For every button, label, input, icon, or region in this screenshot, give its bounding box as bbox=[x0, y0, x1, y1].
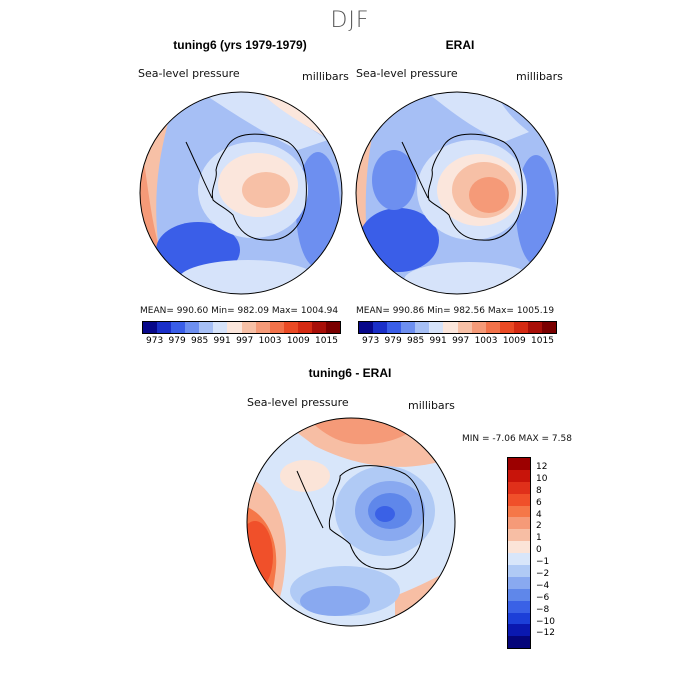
colorbar-tick-label: 1009 bbox=[286, 336, 310, 346]
colorbar-diff bbox=[507, 457, 531, 650]
colorbar-swatch bbox=[508, 529, 530, 542]
colorbar-tick-label: 1 bbox=[536, 533, 542, 544]
colorbar-swatch bbox=[508, 612, 530, 625]
colorbar-swatch bbox=[157, 322, 172, 333]
colorbar-swatch bbox=[213, 322, 228, 333]
stats-diff: MIN = -7.06 MAX = 7.58 bbox=[462, 434, 572, 444]
colorbar-swatch bbox=[508, 576, 530, 589]
colorbar-swatch bbox=[508, 553, 530, 566]
colorbar-tick-label: −4 bbox=[536, 580, 550, 591]
stats-model: MEAN= 990.60 Min= 982.09 Max= 1004.94 bbox=[140, 306, 339, 316]
colorbar-swatch bbox=[143, 322, 158, 333]
colorbar-swatch bbox=[508, 458, 530, 470]
colorbar-swatch bbox=[429, 322, 444, 333]
colorbar-tick-label: 985 bbox=[407, 336, 425, 346]
colorbar-swatch bbox=[457, 322, 472, 333]
colorbar-swatch bbox=[359, 322, 374, 333]
colorbar-swatch bbox=[311, 322, 327, 333]
colorbar-tick-label: 991 bbox=[213, 336, 231, 346]
colorbar-swatch bbox=[241, 322, 256, 333]
colorbar-tick-label: 991 bbox=[429, 336, 447, 346]
colorbar-swatch bbox=[508, 541, 530, 554]
colorbar-tick-label: 1003 bbox=[474, 336, 498, 346]
stats-obs: MEAN= 990.86 Min= 982.56 Max= 1005.19 bbox=[356, 306, 555, 316]
colorbar-tick-label: 985 bbox=[191, 336, 209, 346]
colorbar-swatch bbox=[508, 588, 530, 601]
colorbar-tick-label: −10 bbox=[536, 616, 555, 627]
colorbar-swatch bbox=[443, 322, 458, 333]
colorbar-swatch bbox=[401, 322, 416, 333]
colorbar-swatch bbox=[255, 322, 270, 333]
colorbar-swatch bbox=[373, 322, 388, 333]
colorbar-tick-label: −12 bbox=[536, 628, 555, 639]
colorbar-swatch bbox=[227, 322, 242, 333]
variable-label-diff: Sea-level pressure bbox=[247, 396, 349, 409]
colorbar-swatch bbox=[415, 322, 430, 333]
variable-label-obs: Sea-level pressure bbox=[356, 67, 458, 80]
variable-label-model: Sea-level pressure bbox=[138, 67, 240, 80]
colorbar-tick-label: 997 bbox=[452, 336, 470, 346]
panel-title-obs: ERAI bbox=[445, 38, 475, 52]
colorbar-swatch bbox=[471, 322, 486, 333]
colorbar-swatch bbox=[185, 322, 200, 333]
colorbar-tick-label: 0 bbox=[536, 545, 542, 556]
colorbar-tick-label: 6 bbox=[536, 497, 542, 508]
colorbar-swatch bbox=[513, 322, 528, 333]
colorbar-tick-label: 12 bbox=[536, 462, 548, 472]
colorbar-tick-label: 997 bbox=[236, 336, 254, 346]
polar-map-model bbox=[139, 91, 343, 295]
colorbar-swatch bbox=[387, 322, 402, 333]
colorbar-tick-label: 4 bbox=[536, 509, 542, 520]
colorbar-tick-label: −2 bbox=[536, 569, 550, 580]
colorbar-swatch bbox=[297, 322, 312, 333]
colorbar-swatch bbox=[508, 624, 530, 637]
polar-map-obs bbox=[355, 91, 559, 295]
panel-title-diff: tuning6 - ERAI bbox=[308, 366, 392, 380]
colorbar-tick-label: 1009 bbox=[502, 336, 526, 346]
panel-title-model: tuning6 (yrs 1979-1979) bbox=[173, 38, 307, 52]
colorbar-swatch bbox=[527, 322, 543, 333]
colorbar-model bbox=[142, 321, 341, 334]
colorbar-tick-label: 1015 bbox=[531, 336, 554, 346]
colorbar-tick-label: 979 bbox=[384, 336, 402, 346]
colorbar-tick-label: 1003 bbox=[258, 336, 282, 346]
colorbar-swatch bbox=[508, 505, 530, 518]
colorbar-swatch bbox=[499, 322, 514, 333]
colorbar-tick-label: 979 bbox=[168, 336, 186, 346]
figure-title: DJF bbox=[330, 8, 370, 33]
units-label-diff: millibars bbox=[408, 399, 455, 412]
colorbar-tick-label: 1015 bbox=[315, 336, 338, 346]
colorbar-tick-label: 973 bbox=[362, 336, 380, 346]
colorbar-tick-label: −1 bbox=[536, 557, 550, 568]
colorbar-swatch bbox=[508, 636, 530, 649]
units-label-obs: millibars bbox=[516, 70, 563, 83]
colorbar-ticks-obs: 973 979 985 991 997 1003 1009 1015 bbox=[362, 336, 554, 346]
colorbar-tick-label: 10 bbox=[536, 473, 548, 484]
colorbar-swatch bbox=[508, 493, 530, 506]
colorbar-tick-label: −6 bbox=[536, 592, 550, 603]
colorbar-tick-label: 2 bbox=[536, 521, 542, 532]
colorbar-swatch bbox=[199, 322, 214, 333]
colorbar-swatch bbox=[508, 600, 530, 613]
colorbar-swatch bbox=[485, 322, 500, 333]
colorbar-obs bbox=[358, 321, 557, 334]
colorbar-swatch bbox=[542, 322, 557, 333]
colorbar-swatch bbox=[171, 322, 186, 333]
colorbar-ticks-diff: 12 10 8 6 4 2 1 0 −1 −2 −4 −6 −8 −10 −12 bbox=[536, 462, 555, 640]
colorbar-swatch bbox=[283, 322, 298, 333]
colorbar-ticks-model: 973 979 985 991 997 1003 1009 1015 bbox=[146, 336, 338, 346]
units-label-model: millibars bbox=[302, 70, 349, 83]
colorbar-swatch bbox=[269, 322, 284, 333]
colorbar-swatch bbox=[508, 481, 530, 494]
colorbar-swatch bbox=[326, 322, 341, 333]
colorbar-swatch bbox=[508, 469, 530, 482]
colorbar-tick-label: 973 bbox=[146, 336, 164, 346]
colorbar-tick-label: −8 bbox=[536, 604, 550, 615]
colorbar-swatch bbox=[508, 565, 530, 577]
colorbar-swatch bbox=[508, 517, 530, 530]
colorbar-tick-label: 8 bbox=[536, 485, 542, 496]
polar-map-diff bbox=[246, 417, 456, 627]
